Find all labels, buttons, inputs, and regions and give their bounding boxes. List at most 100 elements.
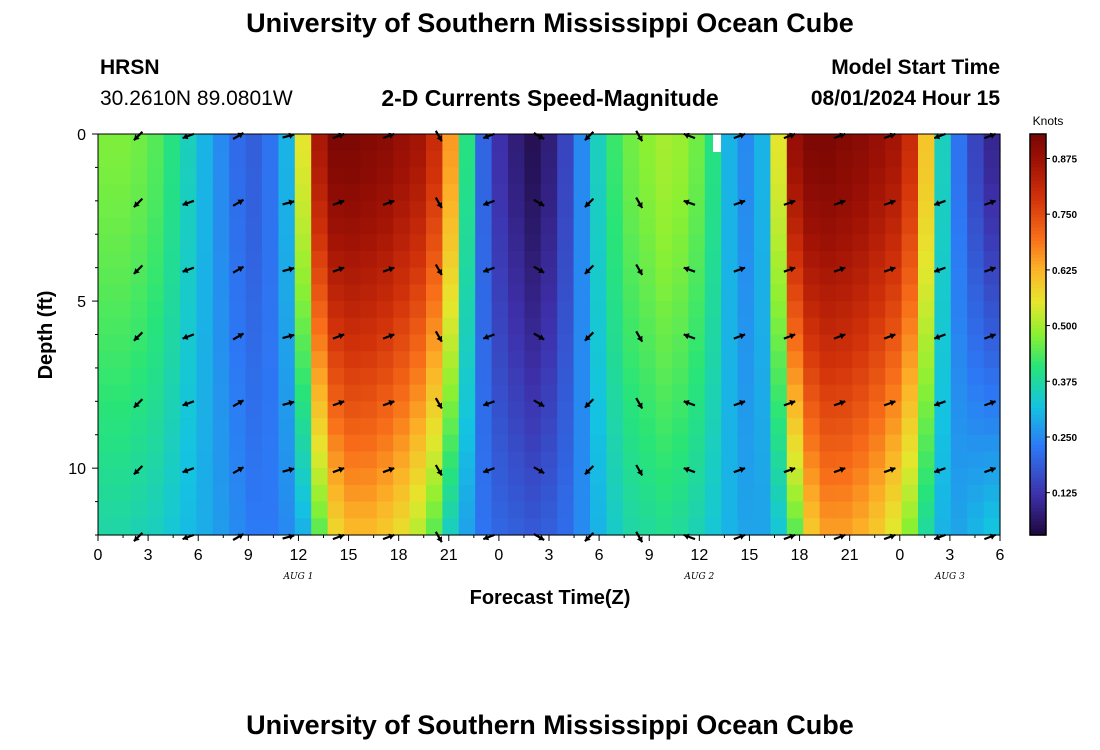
heatmap-cell — [918, 451, 935, 469]
heatmap-cell — [196, 434, 214, 453]
heatmap-cell — [294, 401, 312, 419]
heatmap-cell — [606, 184, 624, 202]
heatmap-cell — [950, 317, 968, 336]
colorbar-segment — [1030, 451, 1046, 456]
heatmap-cell — [147, 217, 165, 235]
heatmap-cell — [770, 518, 788, 536]
heatmap-cell — [540, 167, 558, 185]
heatmap-cell — [524, 234, 542, 252]
heatmap-cell — [901, 518, 919, 536]
current-vector-arrow — [984, 466, 996, 474]
heatmap-cell — [98, 484, 115, 503]
heatmap-cell — [606, 134, 624, 152]
heatmap-cell — [868, 351, 886, 369]
current-vector-arrow — [635, 397, 644, 410]
heatmap-cell — [229, 367, 247, 386]
heatmap-cell — [475, 301, 493, 319]
heatmap-cell — [786, 267, 804, 285]
current-vector-arrow — [533, 198, 545, 207]
heatmap-cell — [606, 468, 624, 486]
heatmap-cell — [458, 468, 476, 486]
heatmap-cell — [262, 150, 279, 169]
heatmap-cell — [212, 284, 230, 302]
heatmap-cell — [294, 451, 312, 469]
heatmap-cell — [311, 200, 329, 219]
heatmap-cell — [360, 250, 378, 269]
heatmap-cell — [885, 200, 903, 219]
heatmap-cell — [754, 234, 771, 252]
heatmap-cell — [573, 384, 591, 402]
heatmap-cell — [655, 468, 673, 486]
colorbar-segment — [1030, 357, 1046, 362]
heatmap-cell — [508, 384, 525, 402]
heatmap-cell — [409, 200, 427, 219]
heatmap-cell — [114, 250, 132, 269]
heatmap-cell — [311, 434, 329, 453]
heatmap-cell — [786, 301, 804, 319]
heatmap-cell — [327, 267, 345, 285]
x-tick-label: 12 — [690, 547, 708, 564]
heatmap-cell — [852, 367, 870, 386]
heatmap-cell — [557, 167, 575, 185]
heatmap-cell — [196, 518, 214, 536]
current-vector-arrow — [182, 467, 195, 474]
heatmap-cell — [852, 518, 870, 536]
colorbar-segment — [1030, 341, 1046, 346]
heatmap-cell — [672, 501, 689, 519]
heatmap-cell — [590, 501, 607, 519]
heatmap-cell — [786, 367, 804, 386]
heatmap-cell — [491, 401, 509, 419]
heatmap-cell — [622, 284, 640, 302]
heatmap-cell — [147, 134, 165, 152]
heatmap-cell — [360, 234, 378, 252]
heatmap-cell — [98, 134, 115, 152]
heatmap-cell — [524, 284, 542, 302]
current-vector-arrow — [635, 531, 644, 543]
current-vector-arrow — [635, 464, 644, 476]
colorbar-segment — [1030, 424, 1046, 429]
heatmap-cell — [278, 401, 296, 419]
heatmap-cell — [737, 418, 755, 436]
current-vector-arrow — [182, 533, 195, 541]
heatmap-cell — [508, 184, 525, 202]
heatmap-cell — [754, 434, 771, 453]
heatmap-cell — [147, 334, 165, 352]
heatmap-cell — [704, 234, 722, 252]
current-vector-arrow — [584, 131, 595, 141]
heatmap-cell — [983, 317, 1001, 336]
heatmap-cell — [98, 434, 115, 453]
colorbar-segment — [1030, 257, 1046, 262]
heatmap-cell — [836, 217, 853, 235]
heatmap-cell — [918, 267, 935, 285]
heatmap-cell — [327, 234, 345, 252]
current-vector-arrow — [182, 199, 195, 207]
heatmap-cell — [524, 418, 542, 436]
heatmap-cell — [688, 250, 706, 269]
current-vector-arrow — [382, 400, 395, 407]
heatmap-cell — [491, 468, 509, 486]
heatmap-cell — [524, 434, 542, 453]
colorbar-label: Knots — [1033, 114, 1064, 128]
current-vector-arrow — [833, 466, 846, 474]
x-tick-label: 15 — [340, 547, 358, 564]
heatmap-cell — [409, 518, 427, 536]
heatmap-cell — [852, 451, 870, 469]
heatmap-cell — [967, 518, 985, 536]
heatmap-cell — [163, 267, 181, 285]
heatmap-cell — [934, 150, 952, 169]
heatmap-cell — [606, 234, 624, 252]
heatmap-cell — [327, 134, 345, 152]
heatmap-cell — [180, 234, 197, 252]
heatmap-cell — [327, 200, 345, 219]
heatmap-cell — [721, 484, 739, 503]
heatmap-cell — [196, 334, 214, 352]
heatmap-cell — [803, 301, 821, 319]
heatmap-cell — [704, 150, 722, 169]
heatmap-cell — [983, 167, 1001, 185]
colorbar-segment — [1030, 264, 1046, 269]
heatmap-cell — [409, 284, 427, 302]
heatmap-cell — [786, 351, 804, 369]
heatmap-cell — [737, 451, 755, 469]
current-vector-arrow — [282, 333, 295, 340]
heatmap-cell — [934, 351, 952, 369]
